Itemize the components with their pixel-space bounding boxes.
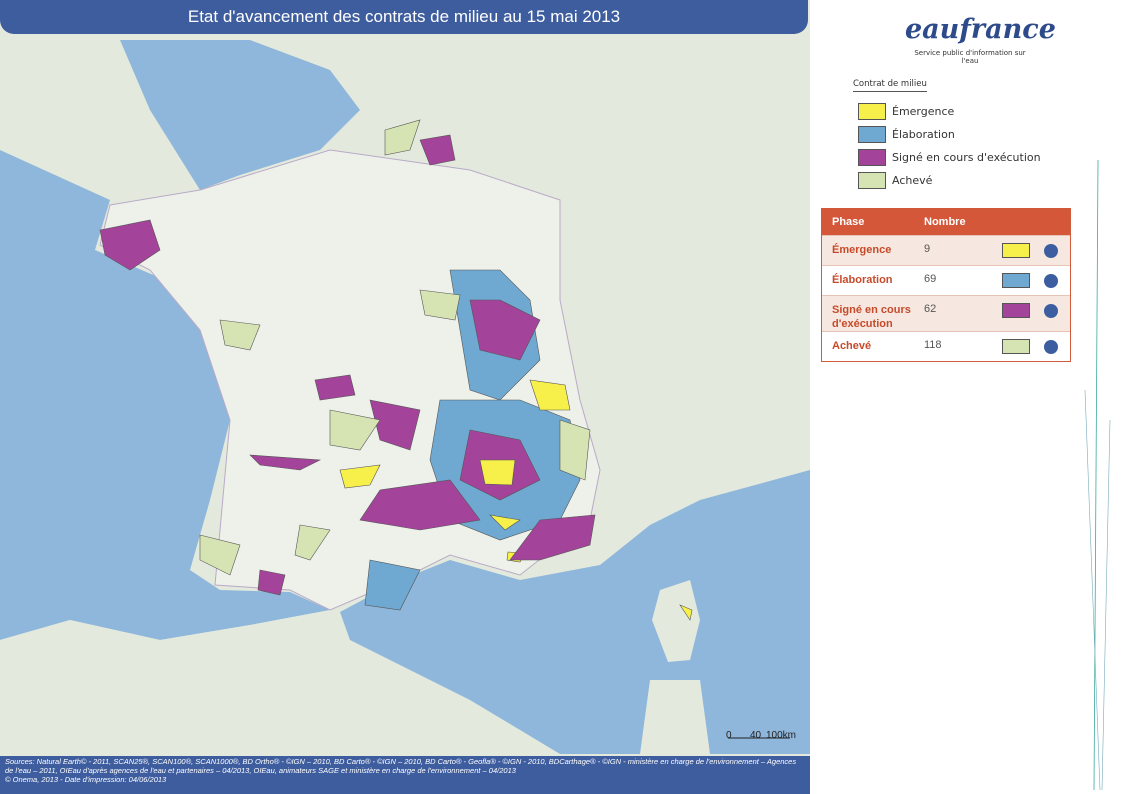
decoration: [1084, 160, 1111, 791]
table-row: Émergence 9: [822, 235, 1070, 265]
logo: eaufrance Service public d'information s…: [905, 14, 1056, 65]
count-cell: 62: [924, 303, 937, 315]
legend-item: Signé en cours d'exécution: [853, 146, 1041, 169]
legend-item: Élaboration: [853, 123, 1041, 146]
copyright: © Onema, 2013 - Date d'impression: 04/06…: [5, 775, 167, 784]
table-header: Phase Nombre: [822, 209, 1070, 235]
legend-label: Émergence: [892, 105, 955, 118]
sardinia: [640, 680, 710, 754]
swatch-cell: [1002, 303, 1044, 331]
legend-label: Signé en cours d'exécution: [892, 151, 1041, 164]
corsica: [652, 580, 700, 662]
header-cell[interactable]: Phase: [832, 216, 865, 228]
zoom-icon[interactable]: [1044, 304, 1058, 318]
legend-swatch: [858, 103, 886, 120]
legend-swatch: [858, 172, 886, 189]
legend-label: Élaboration: [892, 128, 955, 141]
contract-areas: [99, 119, 693, 621]
title-bar: Etat d'avancement des contrats de milieu…: [0, 0, 808, 34]
zoom-icon[interactable]: [1044, 340, 1058, 354]
count-cell: 9: [924, 243, 931, 255]
header-cell[interactable]: Nombre: [924, 216, 966, 228]
phase-table: Phase Nombre Émergence 9 Élaboration 69 Sign…: [821, 208, 1071, 362]
table-row: Achevé 118: [822, 331, 1070, 361]
phase-swatch: [1002, 303, 1030, 318]
legend-item: Achevé: [853, 169, 1041, 192]
count-cell: 118: [924, 339, 942, 351]
legend-label: Achevé: [892, 174, 933, 187]
phase-swatch: [1002, 243, 1030, 258]
legend-title: Contrat de milieu: [853, 79, 927, 92]
title: Etat d'avancement des contrats de milieu…: [187, 7, 621, 26]
legend-swatch: [858, 149, 886, 166]
zoom-icon[interactable]: [1044, 244, 1058, 258]
sources: Sources: Natural Earth© - 2011, SCAN25®,…: [5, 757, 797, 775]
phase-cell[interactable]: Signé en cours d'exécution: [832, 304, 911, 330]
phase-cell[interactable]: Émergence: [832, 244, 892, 256]
table-row: Signé en cours d'exécution 62: [822, 295, 1070, 331]
spain: [0, 610, 360, 700]
phase-swatch: [1002, 273, 1030, 288]
brand: eaufrance: [905, 14, 1056, 45]
legend-swatch: [858, 126, 886, 143]
phase-cell[interactable]: Élaboration: [832, 274, 893, 286]
scale-label: 100km: [766, 730, 797, 741]
legend-item: Émergence: [853, 100, 1041, 123]
legend: Contrat de milieu Émergence Élaboration Si…: [853, 76, 1041, 192]
phase-swatch: [1002, 339, 1030, 354]
count-cell: 69: [924, 273, 937, 285]
channel: [0, 40, 360, 190]
scale-label: 0: [726, 730, 732, 741]
swatch-cell: [1002, 243, 1044, 265]
scale-label: 40: [750, 730, 762, 741]
footer: Sources: Natural Earth© - 2011, SCAN25®,…: [0, 756, 810, 794]
phase-cell[interactable]: Achevé: [832, 340, 872, 352]
map: [0, 0, 810, 794]
swatch-cell: [1002, 339, 1044, 361]
zoom-icon[interactable]: [1044, 274, 1058, 288]
atlantic: [0, 150, 330, 640]
table-body: Émergence 9 Élaboration 69 Signé en cours d'…: [822, 235, 1070, 361]
swatch-cell: [1002, 273, 1044, 295]
table-row: Élaboration 69: [822, 265, 1070, 295]
tagline: Service public d'information sur l'eau: [914, 49, 1026, 65]
